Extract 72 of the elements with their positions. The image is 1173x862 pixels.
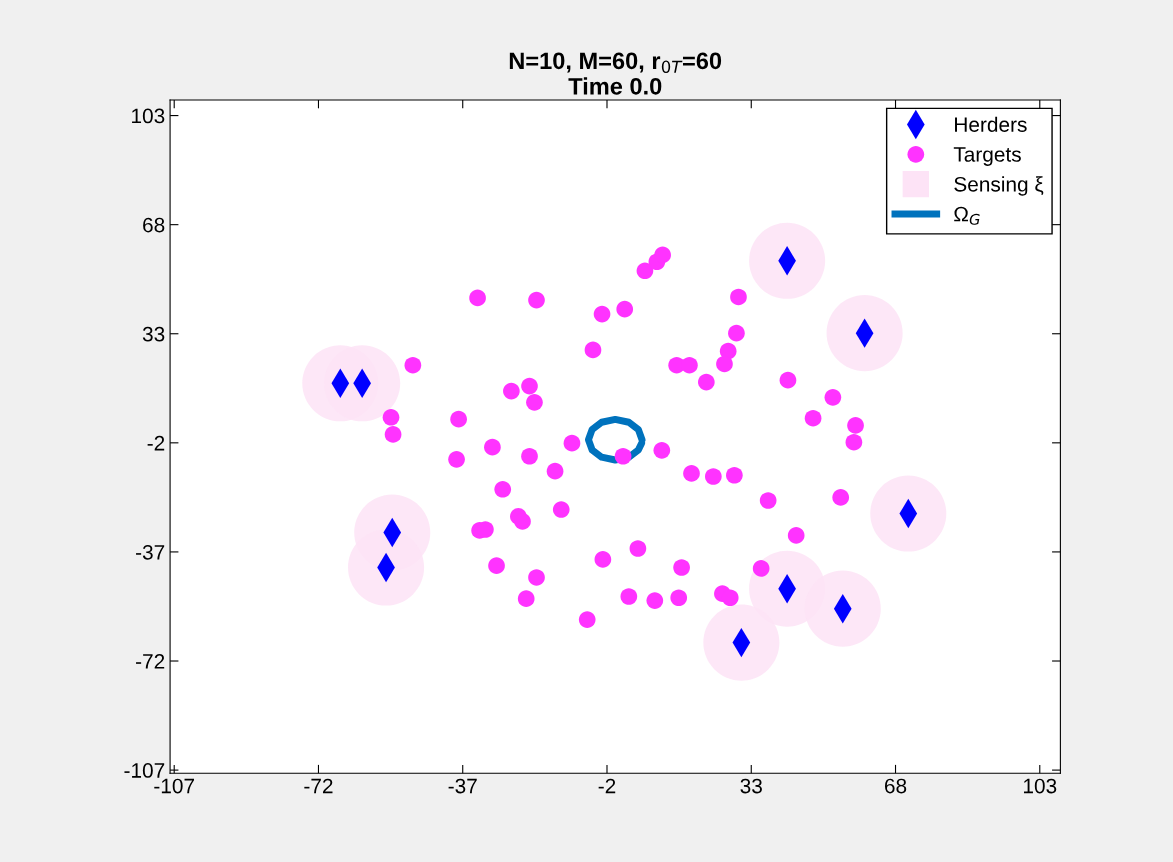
point [646, 592, 664, 609]
point [616, 300, 634, 318]
point [584, 341, 602, 359]
point [614, 447, 632, 465]
point [594, 551, 612, 568]
legend-label: Ω$_{G}$ [954, 206, 980, 225]
point [653, 441, 671, 459]
point [521, 447, 538, 465]
y-tick-label: -107 [124, 763, 165, 778]
point [528, 569, 545, 586]
x-tick-label: -107 [154, 778, 195, 794]
point [546, 462, 564, 480]
x-tick-label: 33 [740, 778, 762, 794]
point [847, 417, 864, 434]
point [382, 408, 400, 426]
point [528, 291, 545, 309]
point [593, 305, 611, 323]
x-tick-label: -2 [598, 778, 616, 794]
point [503, 382, 520, 400]
x-tick-label: -72 [304, 778, 333, 794]
point [629, 540, 647, 557]
y-tick-label: 103 [132, 108, 165, 124]
point [517, 590, 535, 608]
point [698, 373, 715, 391]
point [563, 434, 581, 452]
point [804, 409, 822, 427]
y-tick-label: 33 [142, 326, 165, 342]
point [620, 588, 638, 605]
point [578, 611, 596, 628]
x-tick-label: 68 [884, 778, 907, 794]
point [787, 527, 805, 544]
chart-subtitle: Time 0.0 [568, 77, 662, 95]
point [384, 426, 402, 443]
legend-label: Herders [955, 116, 1027, 132]
legend-label: Targets [953, 147, 1021, 166]
point [681, 356, 698, 374]
x-tick-label: 103 [1023, 778, 1057, 794]
point [730, 288, 747, 306]
point [514, 513, 531, 530]
point [824, 389, 842, 406]
point [670, 589, 688, 607]
point [448, 451, 465, 468]
point [752, 560, 770, 577]
point [716, 355, 733, 373]
point [521, 377, 538, 395]
point [404, 356, 422, 374]
point [705, 468, 722, 485]
point [721, 589, 739, 607]
point [469, 289, 486, 307]
point [450, 410, 467, 428]
y-tick-label: -2 [147, 435, 165, 451]
point [488, 557, 505, 574]
point [832, 489, 850, 506]
point [484, 438, 501, 456]
legend-label: Sensing ξ [954, 176, 1044, 196]
point [779, 371, 797, 389]
y-tick-label: -37 [136, 544, 165, 560]
point [654, 246, 671, 264]
chart-title: N=10, M=60, r$_{0T}$=60 [509, 52, 722, 74]
point [552, 501, 570, 518]
point [759, 492, 777, 509]
y-tick-label: 68 [143, 217, 165, 233]
point [683, 465, 700, 482]
point [726, 466, 743, 484]
point [636, 262, 654, 280]
point [526, 393, 543, 411]
point [673, 559, 690, 576]
point [728, 324, 745, 342]
y-tick-label: -72 [136, 654, 165, 669]
point [845, 433, 863, 451]
x-tick-label: -37 [448, 778, 477, 794]
point [494, 480, 512, 498]
